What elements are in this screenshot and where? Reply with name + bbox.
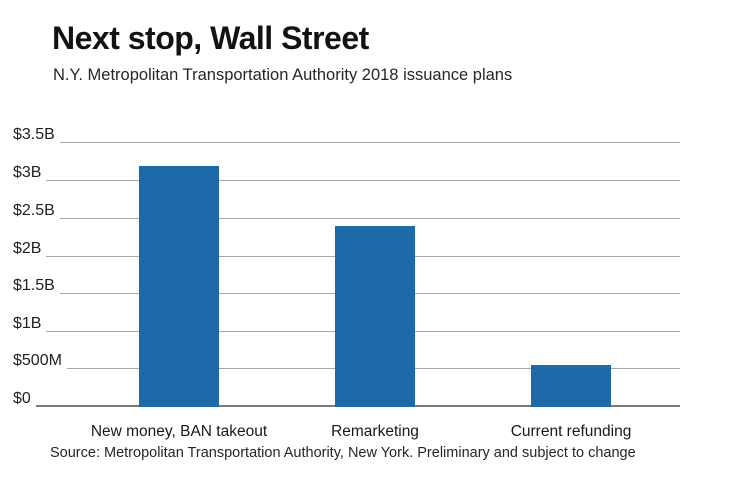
bar-current-refunding <box>531 365 611 407</box>
gridline <box>59 218 680 219</box>
x-category-label: Current refunding <box>510 423 632 440</box>
grid-row: $2.5B <box>13 193 680 219</box>
gridline <box>46 180 680 181</box>
y-tick-label: $3.5B <box>13 126 55 143</box>
chart-title: Next stop, Wall Street <box>52 20 369 56</box>
source-note: Source: Metropolitan Transportation Auth… <box>50 445 636 461</box>
grid-row: $3B <box>13 155 680 181</box>
y-tick-label: $1B <box>13 315 42 332</box>
grid-row: $3.5B <box>13 117 680 143</box>
y-tick-label: $3B <box>13 164 42 181</box>
x-category-label: New money, BAN takeout <box>90 423 268 440</box>
chart-subtitle: N.Y. Metropolitan Transportation Authori… <box>53 66 513 84</box>
y-tick-label: $1.5B <box>13 277 55 294</box>
gridline <box>59 142 680 143</box>
y-tick-label: $0 <box>13 390 31 407</box>
bar-new-money-ban-takeout <box>139 166 219 407</box>
y-tick-label: $2B <box>13 240 42 257</box>
y-tick-label: $2.5B <box>13 202 55 219</box>
bar-remarketing <box>335 226 415 407</box>
x-category-label: Remarketing <box>331 423 419 440</box>
y-tick-label: $500M <box>13 352 62 369</box>
